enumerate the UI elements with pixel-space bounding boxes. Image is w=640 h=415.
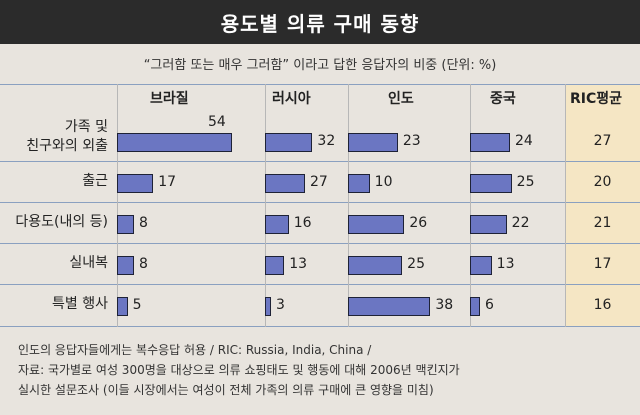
ric-value: 20	[593, 174, 612, 190]
ric-value: 17	[593, 256, 612, 272]
column-divider	[565, 84, 566, 327]
bar	[348, 133, 398, 152]
data-label: 25	[407, 256, 425, 272]
bar	[117, 256, 135, 275]
row-label-line: 다용도(내의 등)	[15, 214, 108, 230]
row-label-line: 출근	[82, 173, 108, 189]
bar	[265, 256, 285, 275]
bar	[265, 133, 313, 152]
column-header: 브라질	[150, 91, 189, 107]
row-label: 다용도(내의 등)	[0, 213, 108, 232]
row-divider	[0, 161, 640, 162]
title-bar: 용도별 의류 구매 동향	[0, 0, 640, 44]
row-label-line: 실내복	[69, 255, 108, 271]
data-label: 54	[208, 114, 226, 130]
bar	[470, 215, 507, 234]
column-divider	[265, 84, 266, 327]
bar	[470, 256, 492, 275]
bar	[348, 297, 431, 316]
ric-value: 27	[593, 133, 612, 149]
data-label: 26	[409, 215, 428, 231]
column-header: 인도	[388, 91, 414, 107]
row-divider	[0, 202, 640, 203]
data-label: 3	[276, 297, 285, 313]
data-label: 6	[485, 297, 494, 313]
column-divider	[117, 84, 118, 327]
row-divider	[0, 84, 640, 85]
data-label: 13	[289, 256, 308, 272]
data-label: 23	[402, 133, 421, 149]
row-label-line: 가족 및	[64, 118, 108, 135]
data-label: 38	[435, 297, 454, 313]
footnote-line: 인도의 응답자들에게는 복수응답 허용 / RIC: Russia, India…	[18, 343, 372, 357]
footnote-line: 실시한 설문조사 (이들 시장에서는 여성이 전체 가족의 의류 구매에 큰 영…	[18, 383, 434, 397]
bar	[117, 215, 135, 234]
data-label: 10	[374, 174, 393, 190]
bar	[265, 215, 289, 234]
bar	[265, 297, 271, 316]
bar	[348, 215, 405, 234]
row-label: 실내복	[0, 254, 108, 273]
data-label: 8	[139, 256, 148, 272]
row-divider	[0, 284, 640, 285]
bar	[117, 297, 128, 316]
column-header: 러시아	[272, 91, 311, 107]
ric-value: 16	[593, 297, 612, 313]
ric-value: 21	[593, 215, 612, 231]
bar	[348, 174, 370, 193]
row-label-line: 친구와의 외출	[26, 137, 108, 154]
data-label: 17	[158, 174, 177, 190]
row-label-line: 특별 행사	[52, 296, 108, 312]
bar	[117, 174, 154, 193]
column-header: 중국	[490, 91, 516, 107]
ric-column-background	[565, 84, 640, 327]
bar	[470, 174, 512, 193]
data-label: 16	[293, 215, 312, 231]
column-divider	[348, 84, 349, 327]
data-label: 32	[317, 133, 336, 149]
column-header-ric: RIC평균	[570, 91, 623, 107]
row-divider	[0, 326, 640, 327]
data-label: 22	[511, 215, 530, 231]
chart-title: 용도별 의류 구매 동향	[220, 11, 420, 36]
row-label: 특별 행사	[0, 295, 108, 314]
footnote-line: 자료: 국가별로 여성 300명을 대상으로 의류 쇼핑태도 및 행동에 대해 …	[18, 363, 460, 377]
data-label: 27	[310, 174, 328, 190]
footnote: 인도의 응답자들에게는 복수응답 허용 / RIC: Russia, India…	[18, 340, 460, 400]
row-label: 출근	[0, 172, 108, 191]
data-label: 5	[132, 297, 142, 313]
bar	[470, 297, 480, 316]
data-label: 13	[496, 256, 515, 272]
bar	[470, 133, 510, 152]
data-label: 8	[139, 215, 148, 231]
bar	[348, 256, 403, 275]
chart-subtitle: “그러함 또는 매우 그러함” 이라고 답한 응답자의 비중 (단위: %)	[143, 58, 497, 73]
bar	[117, 133, 232, 152]
row-divider	[0, 243, 640, 244]
column-divider	[470, 84, 471, 327]
bar	[265, 174, 305, 193]
data-label: 25	[516, 174, 535, 190]
data-label: 24	[515, 133, 533, 149]
